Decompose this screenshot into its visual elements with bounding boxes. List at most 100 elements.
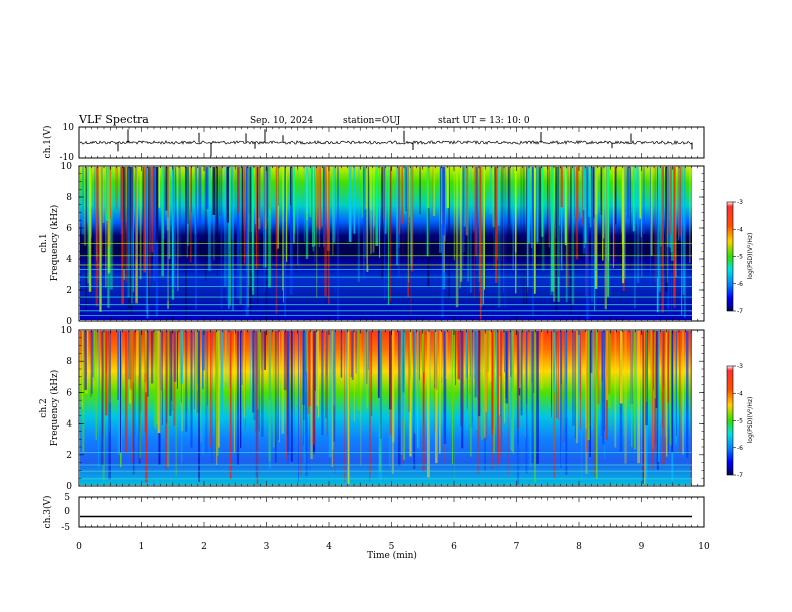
spectral-streak (531, 167, 533, 248)
spectral-streak (573, 167, 575, 216)
spectral-streak (462, 167, 465, 252)
spectral-streak (177, 331, 178, 389)
spectral-streak (108, 331, 111, 480)
spectral-streak (517, 331, 519, 397)
spectral-streak (607, 331, 611, 395)
spectral-streak (652, 331, 654, 469)
spectral-streak (634, 331, 636, 450)
spectral-streak (167, 331, 170, 468)
spectral-streak (558, 331, 559, 420)
frequency-tick-label: 10 (61, 162, 73, 172)
station-label: station=OUJ (343, 116, 401, 126)
spectral-streak (219, 331, 222, 407)
spectral-streak (475, 167, 479, 271)
spectral-streak (560, 331, 563, 444)
spectral-streak (390, 167, 392, 308)
spectral-streak (127, 331, 129, 397)
spectral-streak (397, 331, 401, 466)
spectral-streak (161, 331, 163, 426)
spectral-streak (669, 167, 672, 235)
spectral-streak (293, 331, 295, 456)
spectral-streak (282, 167, 283, 291)
ch1-spectrogram-image (80, 167, 692, 320)
spectral-streak (453, 167, 455, 261)
spectral-streak (541, 167, 544, 237)
spectral-streak (190, 331, 193, 448)
spectral-streak (303, 331, 307, 464)
spectral-streak (474, 167, 475, 299)
spectral-streak (226, 167, 229, 223)
spectral-streak (258, 331, 260, 370)
spectral-streak (496, 331, 498, 398)
spectral-streak (600, 331, 603, 437)
spectral-streak (130, 167, 133, 304)
spectral-streak (81, 167, 85, 235)
spectral-streak (234, 167, 236, 256)
spectral-streak (398, 167, 401, 234)
spectral-streak (604, 331, 606, 459)
spectral-streak (571, 167, 575, 305)
time-axis-label: Time (min) (367, 550, 417, 561)
spectral-streak (505, 331, 509, 404)
ch1-colorbar-scale (726, 201, 734, 312)
spectral-streak (218, 331, 220, 448)
spectral-streak (514, 167, 517, 253)
spectral-streak (485, 331, 487, 413)
spectral-streak (142, 167, 144, 253)
spectral-streak (469, 331, 471, 395)
spectral-streak (215, 167, 218, 250)
spectral-streak (88, 167, 92, 292)
spectral-streak (241, 167, 244, 265)
spectral-streak (286, 167, 288, 263)
figure-title: VLF Spectra (78, 113, 149, 126)
spectral-streak (614, 167, 617, 225)
spectral-streak (387, 167, 390, 305)
spectral-streak (223, 167, 227, 287)
spectral-streak (466, 167, 468, 235)
spectral-streak (334, 331, 336, 474)
spectral-streak (347, 331, 350, 484)
spectral-streak (686, 331, 689, 458)
time-tick-label: 0 (76, 542, 82, 552)
spectral-streak (128, 331, 131, 380)
ch3-ytick-bottom: -5 (61, 523, 70, 533)
spectral-streak (326, 331, 328, 436)
spectral-streak (475, 331, 478, 431)
spectral-streak (124, 167, 126, 285)
spectral-streak (628, 167, 632, 211)
spectral-streak (516, 331, 520, 485)
spectral-streak (155, 331, 159, 425)
spectral-streak (126, 167, 128, 282)
spectral-streak (249, 331, 251, 398)
spectral-streak (318, 167, 321, 248)
spectral-streak (606, 331, 608, 401)
ch1-waveform-panel: 10 -10 ch.1(V) (42, 123, 705, 163)
spectral-streak (591, 331, 593, 430)
spectral-streak (204, 167, 207, 281)
spectral-streak (631, 331, 633, 447)
ch2-colorbar-scale (726, 365, 734, 476)
spectral-streak (503, 167, 505, 293)
spectral-streak (493, 331, 496, 433)
spectral-streak (286, 331, 288, 461)
spectral-streak (265, 167, 268, 312)
spectral-streak (572, 167, 575, 207)
spectral-streak (520, 331, 523, 416)
spectral-streak (143, 167, 146, 273)
spectral-streak (220, 331, 224, 422)
spectral-streak (640, 331, 642, 465)
spectral-streak (495, 167, 498, 283)
spectral-streak (413, 331, 414, 426)
spectral-streak (410, 167, 414, 272)
spectral-streak (646, 331, 648, 402)
spectral-streak (553, 167, 556, 302)
spectral-streak (300, 331, 302, 477)
spectral-streak (132, 167, 134, 317)
spectral-streak (605, 167, 607, 269)
spectral-streak (400, 331, 403, 455)
spectral-streak (635, 167, 639, 206)
spectral-streak (600, 167, 603, 215)
spectral-streak (117, 331, 121, 455)
spectral-streak (91, 331, 93, 394)
spectral-streak (344, 331, 346, 483)
